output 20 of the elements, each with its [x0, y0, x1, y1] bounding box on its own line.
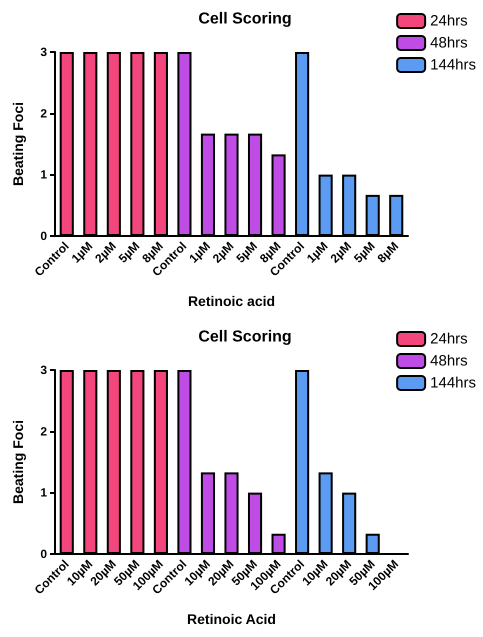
y-axis-title: Beating Foci	[10, 420, 26, 504]
y-tick-label: 2	[40, 424, 48, 438]
y-tick-label: 0	[40, 547, 48, 561]
legend-label: 24hrs	[430, 12, 468, 30]
chart-title: Cell Scoring	[198, 10, 292, 28]
x-axis-title: Retinoic acid	[188, 293, 276, 309]
y-tick-label: 0	[40, 229, 48, 243]
legend-label: 24hrs	[430, 330, 468, 348]
y-tick-label: 1	[40, 168, 48, 182]
y-tick-label: 3	[40, 363, 48, 377]
y-tick-label: 2	[40, 106, 48, 120]
x-axis-title: Retinoic Acid	[187, 611, 276, 627]
chart-title: Cell Scoring	[198, 328, 292, 346]
legend-label: 144hrs	[430, 56, 476, 74]
legend-label: 144hrs	[430, 374, 476, 392]
legend-label: 48hrs	[430, 352, 468, 370]
y-axis-title: Beating Foci	[10, 102, 26, 186]
y-tick-label: 3	[40, 45, 48, 59]
y-tick-label: 1	[40, 486, 48, 500]
legend-label: 48hrs	[430, 34, 468, 52]
